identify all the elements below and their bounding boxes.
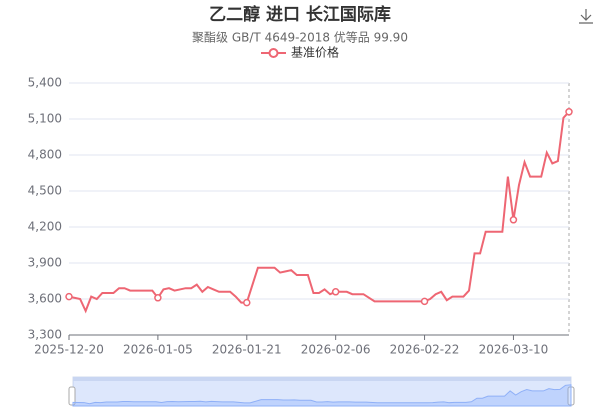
legend-symbol[interactable] [268, 48, 279, 58]
y-tick-label: 4,800 [28, 148, 62, 162]
line [68, 111, 570, 314]
zoom-bar[interactable] [73, 377, 571, 381]
legend[interactable]: 基准价格 [261, 45, 339, 60]
download-glyph[interactable] [579, 9, 593, 24]
preview-line [72, 384, 572, 407]
y-tick-label: 5,400 [28, 76, 62, 90]
y-tick-label: 3,900 [28, 256, 62, 270]
x-tick-label: 2025-12-20 [34, 343, 104, 357]
point [154, 294, 162, 302]
download-icon[interactable] [579, 9, 593, 24]
x-tick-label: 2026-03-10 [479, 343, 549, 357]
point [565, 108, 573, 116]
y-tick-label: 4,200 [28, 220, 62, 234]
data-zoom[interactable] [68, 376, 575, 407]
y-tick-label: 4,500 [28, 184, 62, 198]
point [420, 297, 429, 306]
legend-label[interactable]: 基准价格 [291, 45, 339, 60]
zoom-track[interactable] [72, 376, 572, 407]
y-tick-label: 3,600 [28, 292, 62, 306]
chart-title: 乙二醇 进口 长江国际库 [209, 4, 391, 25]
x-tick-label: 2026-01-05 [123, 343, 193, 357]
x-tick-label: 2026-01-21 [212, 343, 282, 357]
chart-subtitle: 聚酯级 GB/T 4649-2018 优等品 99.90 [192, 31, 408, 45]
x-tick-label: 2026-02-22 [390, 343, 460, 357]
point [65, 292, 73, 301]
y-tick-label: 3,300 [28, 328, 62, 342]
zoom-window[interactable] [73, 377, 571, 406]
point [331, 288, 340, 296]
x-tick-label: 2026-02-06 [301, 343, 371, 357]
zoom-handle[interactable] [68, 386, 76, 406]
y-tick-label: 5,100 [28, 112, 62, 126]
zoom-preview [72, 384, 572, 407]
point [509, 216, 518, 224]
point [243, 298, 251, 307]
